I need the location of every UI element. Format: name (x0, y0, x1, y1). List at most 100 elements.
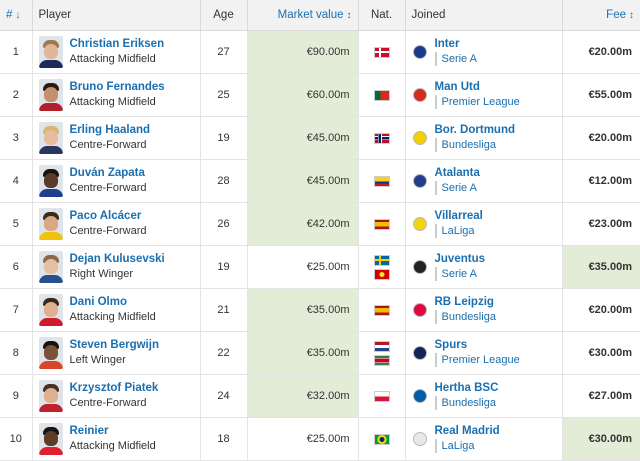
player-age: 19 (200, 116, 248, 160)
league-name-link[interactable]: Bundesliga (441, 139, 496, 151)
player-position: Attacking Midfield (69, 311, 156, 323)
row-number: 7 (0, 288, 33, 332)
player-photo[interactable] (38, 251, 63, 283)
age-header: Age (200, 0, 248, 31)
player-name-link[interactable]: Erling Haaland (69, 124, 151, 136)
row-number: 1 (0, 30, 33, 74)
league-name-link[interactable]: Premier League (441, 354, 520, 366)
player-age: 18 (200, 417, 248, 461)
player-name-link[interactable]: Duván Zapata (69, 167, 145, 179)
league-name-link[interactable]: LaLiga (441, 440, 475, 452)
nationality-cell (358, 116, 406, 160)
club-crest-icon[interactable] (412, 174, 427, 188)
club-crest-icon[interactable] (412, 432, 427, 446)
player-name-link[interactable]: Christian Eriksen (69, 38, 165, 50)
club-name-link[interactable]: Inter (434, 38, 460, 50)
club-crest-icon[interactable] (412, 45, 427, 59)
sort-icon[interactable]: ↕ (346, 10, 352, 21)
sort-by-number-header[interactable]: # ↓ (0, 0, 33, 31)
fee-header[interactable]: Fee ↕ (562, 0, 640, 31)
player-name-link[interactable]: Dejan Kulusevski (69, 253, 165, 265)
player-photo[interactable] (38, 36, 63, 68)
league-flag-italy (434, 52, 442, 67)
player-photo[interactable] (38, 423, 63, 455)
nationality-flag-netherlands (373, 340, 390, 352)
player-photo[interactable] (38, 208, 63, 240)
joined-cell: Juventus Serie A (405, 245, 563, 289)
club-name-link[interactable]: Villarreal (434, 210, 483, 222)
player-age: 19 (200, 245, 248, 289)
player-header: Player (32, 0, 201, 31)
league-name-link[interactable]: Bundesliga (441, 311, 496, 323)
transfer-fee: €35.00m (562, 245, 640, 289)
player-photo[interactable] (38, 122, 63, 154)
player-age: 21 (200, 288, 248, 332)
player-name-link[interactable]: Reinier (69, 425, 109, 437)
club-name-link[interactable]: Real Madrid (434, 425, 500, 437)
club-crest-icon[interactable] (412, 346, 427, 360)
club-crest-icon[interactable] (412, 131, 427, 145)
league-name-link[interactable]: Bundesliga (441, 397, 496, 409)
nationality-flag-poland (373, 390, 390, 402)
player-photo[interactable] (38, 337, 63, 369)
transfer-fee: €20.00m (562, 116, 640, 160)
player-position: Attacking Midfield (69, 440, 156, 452)
club-name-link[interactable]: Spurs (434, 339, 468, 351)
fee-header-label[interactable]: Fee (606, 9, 626, 21)
club-name-link[interactable]: Hertha BSC (434, 382, 499, 394)
player-name-link[interactable]: Steven Bergwijn (69, 339, 159, 351)
league-name-link[interactable]: Serie A (441, 53, 477, 65)
market-value-header-label[interactable]: Market value (277, 9, 344, 21)
league-name-link[interactable]: LaLiga (441, 225, 475, 237)
player-name-link[interactable]: Dani Olmo (69, 296, 128, 308)
club-name-link[interactable]: Bor. Dortmund (434, 124, 516, 136)
sort-icon[interactable]: ↕ (629, 10, 634, 21)
number-header-label[interactable]: # (6, 9, 13, 21)
player-header-label: Player (38, 9, 72, 21)
nationality-flag-portugal (373, 89, 390, 101)
transfer-fee: €20.00m (562, 288, 640, 332)
club-crest-icon[interactable] (412, 389, 427, 403)
row-number: 10 (0, 417, 33, 461)
league-flag-germany (434, 138, 442, 153)
club-crest-icon[interactable] (412, 88, 427, 102)
league-name-link[interactable]: Premier League (441, 96, 520, 108)
table-row: 3 Erling Haaland Centre-Forward 19 €45.00m Bo… (0, 116, 640, 160)
club-crest-icon[interactable] (412, 303, 427, 317)
club-crest-icon[interactable] (412, 260, 427, 274)
league-flag-england (434, 353, 442, 368)
table-header-row: # ↓ Player Age Market value ↕ Nat. Joined … (0, 0, 640, 31)
sort-desc-icon[interactable]: ↓ (15, 10, 21, 21)
joined-cell: Atalanta Serie A (405, 159, 563, 203)
club-name-link[interactable]: RB Leipzig (434, 296, 494, 308)
player-name-link[interactable]: Paco Alcácer (69, 210, 142, 222)
club-name-link[interactable]: Atalanta (434, 167, 480, 179)
league-name-link[interactable]: Serie A (441, 182, 477, 194)
market-value-header[interactable]: Market value ↕ (247, 0, 359, 31)
club-name-link[interactable]: Man Utd (434, 81, 480, 93)
player-photo[interactable] (38, 294, 63, 326)
player-photo[interactable] (38, 165, 63, 197)
player-position: Right Winger (69, 268, 134, 280)
joined-cell: Bor. Dortmund Bundesliga (405, 116, 563, 160)
player-cell: Erling Haaland Centre-Forward (32, 116, 201, 160)
club-name-link[interactable]: Juventus (434, 253, 486, 265)
nationality-cell (358, 159, 406, 203)
table-row: 7 Dani Olmo Attacking Midfield 21 €35.00m RB … (0, 288, 640, 332)
player-photo[interactable] (38, 380, 63, 412)
player-photo[interactable] (38, 79, 63, 111)
nationality-flag-colombia (373, 175, 390, 187)
row-number: 8 (0, 331, 33, 375)
nationality-cell (358, 417, 406, 461)
player-age: 24 (200, 374, 248, 418)
transfer-fee: €55.00m (562, 73, 640, 117)
nationality-cell (358, 30, 406, 74)
player-name-link[interactable]: Bruno Fernandes (69, 81, 165, 93)
league-name-link[interactable]: Serie A (441, 268, 477, 280)
player-name-link[interactable]: Krzysztof Piatek (69, 382, 159, 394)
player-cell: Dejan Kulusevski Right Winger (32, 245, 201, 289)
market-value: €25.00m (247, 245, 359, 289)
joined-cell: Spurs Premier League (405, 331, 563, 375)
joined-cell: RB Leipzig Bundesliga (405, 288, 563, 332)
club-crest-icon[interactable] (412, 217, 427, 231)
